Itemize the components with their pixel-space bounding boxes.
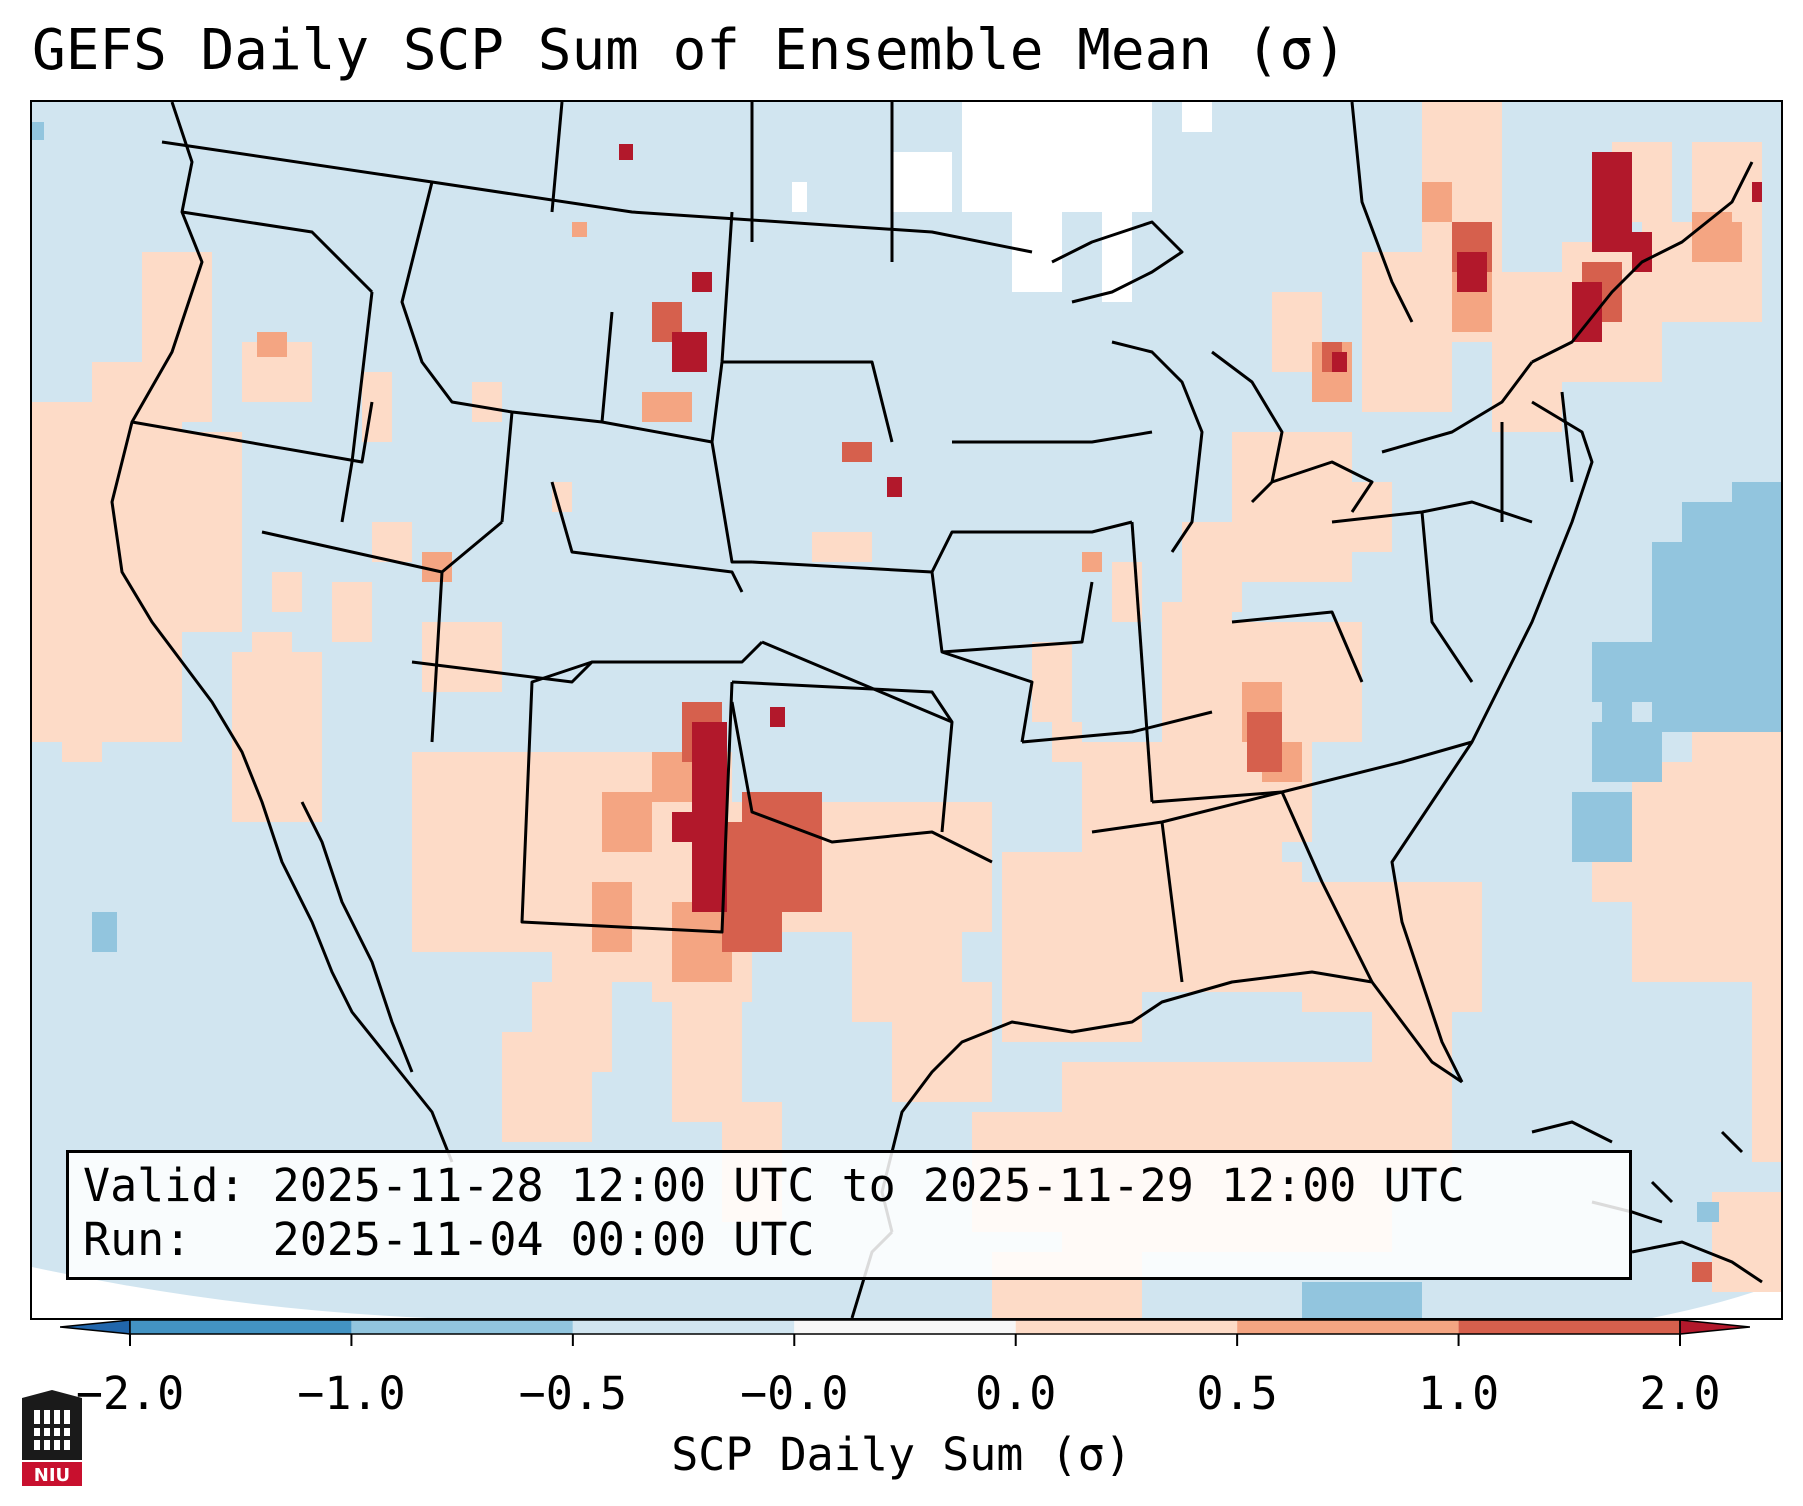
- map-panel: [30, 100, 1783, 1320]
- colorbar-tick-label: −1.0: [297, 1367, 406, 1420]
- colorbar-bin: [1237, 1320, 1459, 1334]
- positive-anomaly-extreme: [619, 144, 1762, 912]
- colorbar-label: SCP Daily Sum (σ): [671, 1428, 1132, 1481]
- islands: [1531, 1120, 1763, 1284]
- colorbar-tick-label: 2.0: [1639, 1367, 1721, 1420]
- colorbar-tick-label: 0.0: [975, 1367, 1057, 1420]
- colorbar-tick-label: −2.0: [75, 1367, 185, 1420]
- logo-text: NIU: [34, 1465, 70, 1486]
- colorbar-tick-label: 0.5: [1196, 1367, 1278, 1420]
- valid-run-box: Valid: 2025-11-28 12:00 UTC to 2025-11-2…: [66, 1150, 1632, 1280]
- colorbar-over-arrow: [1679, 1319, 1750, 1335]
- run-value: 2025-11-04 00:00 UTC: [272, 1213, 815, 1266]
- colorbar-tick-label: −0.0: [740, 1367, 849, 1420]
- colorbar-bin: [351, 1320, 573, 1334]
- colorbar-bin: [130, 1320, 352, 1334]
- valid-label: Valid:: [83, 1159, 246, 1212]
- negative-anomaly: [32, 122, 1781, 1318]
- colorbar-under-arrow: [60, 1319, 131, 1335]
- colorbar-frame: [129, 1319, 1681, 1335]
- projection-edge: [32, 1267, 652, 1318]
- colorbar-tick-label: −0.5: [518, 1367, 628, 1420]
- near-zero-areas: [792, 102, 1212, 302]
- niu-logo: NIU: [22, 1390, 82, 1486]
- run-label: Run:: [83, 1213, 192, 1266]
- valid-value: 2025-11-28 12:00 UTC to 2025-11-29 12:00…: [272, 1159, 1465, 1212]
- map-title: GEFS Daily SCP Sum of Ensemble Mean (σ): [32, 18, 1347, 83]
- colorbar-bin: [572, 1320, 795, 1334]
- colorbar: [60, 1319, 1750, 1346]
- colorbar-bin: [1015, 1320, 1238, 1334]
- projection-edge: [1652, 1282, 1781, 1318]
- colorbar-bin: [1458, 1320, 1680, 1334]
- colorbar-bin: [794, 1320, 1016, 1334]
- map-canvas: [32, 102, 1781, 1318]
- colorbar-tick-label: 1.0: [1417, 1367, 1500, 1420]
